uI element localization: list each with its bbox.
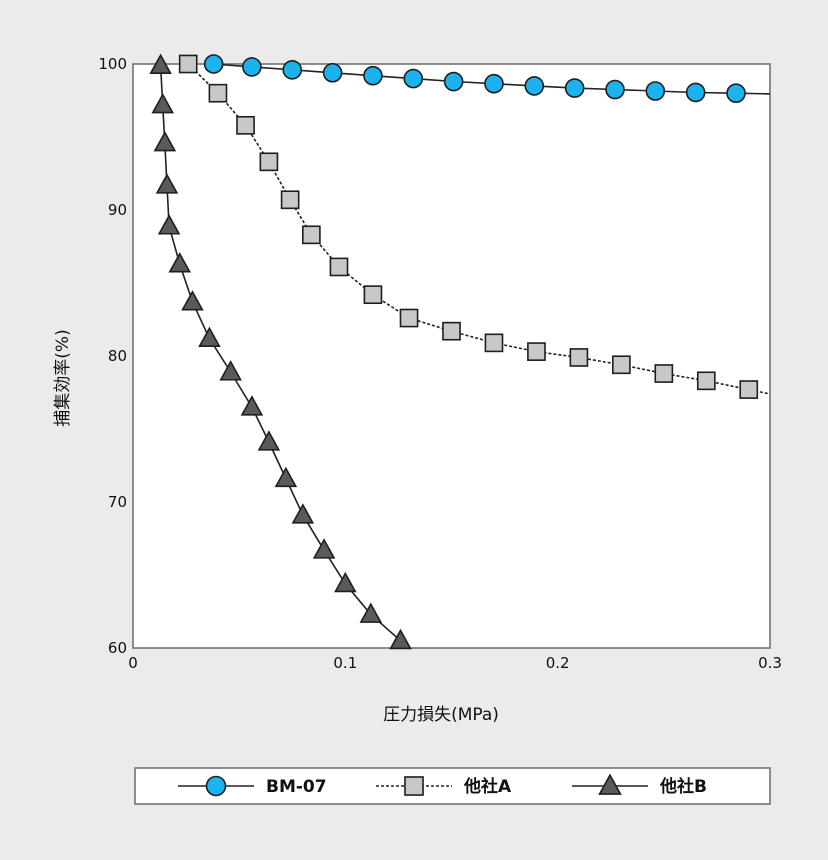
y-tick-label: 90 [108,201,127,219]
data-point [259,152,279,172]
legend-label: 他社A [463,776,512,797]
data-point [696,371,716,391]
x-axis-ticks: 0 0.1 0.2 0.3 [128,654,782,672]
data-point [178,54,198,74]
data-point [612,355,631,375]
data-point [168,252,191,273]
legend-label: 他社B [659,776,707,797]
x-tick-label: 0.1 [333,654,357,672]
data-point [198,326,221,347]
x-axis-title: 圧力損失(MPa) [383,705,499,725]
data-point [181,290,204,311]
legend-marker [598,773,622,795]
data-point [240,395,264,416]
data-point [153,130,177,152]
legend-marker [404,776,424,796]
y-axis-ticks: 60 70 80 90 100 [98,55,127,657]
data-point [442,321,461,341]
data-point [399,308,419,328]
data-point [280,190,300,210]
data-point [274,466,298,488]
data-point [363,285,383,305]
legend-item: 他社A [376,776,512,797]
legend: BM-07 他社A 他社B [134,767,771,805]
data-point [203,54,224,74]
series-circle [203,54,770,103]
data-point [654,364,674,383]
data-point [157,214,181,235]
data-point [389,628,412,650]
data-point [403,68,424,89]
x-tick-label: 0.3 [758,654,782,672]
legend-item: 他社B [572,773,707,797]
data-point [334,571,357,593]
data-point [236,115,255,135]
data-point [242,57,262,77]
data-point [149,53,172,74]
y-axis-title: 捕集効率(%) [53,329,73,426]
data-point [527,342,546,361]
series-triangle [149,53,412,650]
data-point [359,602,383,623]
data-point [329,257,349,277]
legend-marker [205,775,227,797]
legend-item: BM-07 [178,775,327,797]
data-point [685,82,706,103]
data-point [302,225,321,245]
y-tick-label: 100 [98,55,127,73]
plot-area [132,63,771,649]
legend-label: BM-07 [266,777,327,797]
data-point [291,503,315,524]
x-tick-label: 0.2 [546,654,570,672]
data-point [322,62,343,83]
data-point [219,360,242,381]
data-point [524,76,545,96]
data-point [363,65,383,86]
data-point [443,71,464,92]
data-point [645,81,666,101]
data-point [605,79,625,100]
data-point [151,92,174,114]
data-point [484,73,504,94]
data-point [208,83,228,103]
data-point [739,380,759,399]
data-point [564,78,585,98]
data-point [257,430,281,451]
data-point [282,60,303,80]
series-layer [149,53,770,650]
data-point [569,348,589,367]
x-tick-label: 0 [128,654,138,672]
data-point [726,83,746,103]
data-point [484,333,504,353]
y-tick-label: 70 [108,493,127,511]
y-tick-label: 80 [108,347,127,365]
y-tick-label: 60 [108,639,127,657]
data-point [312,538,336,559]
series-square [178,54,770,399]
data-point [155,173,179,194]
